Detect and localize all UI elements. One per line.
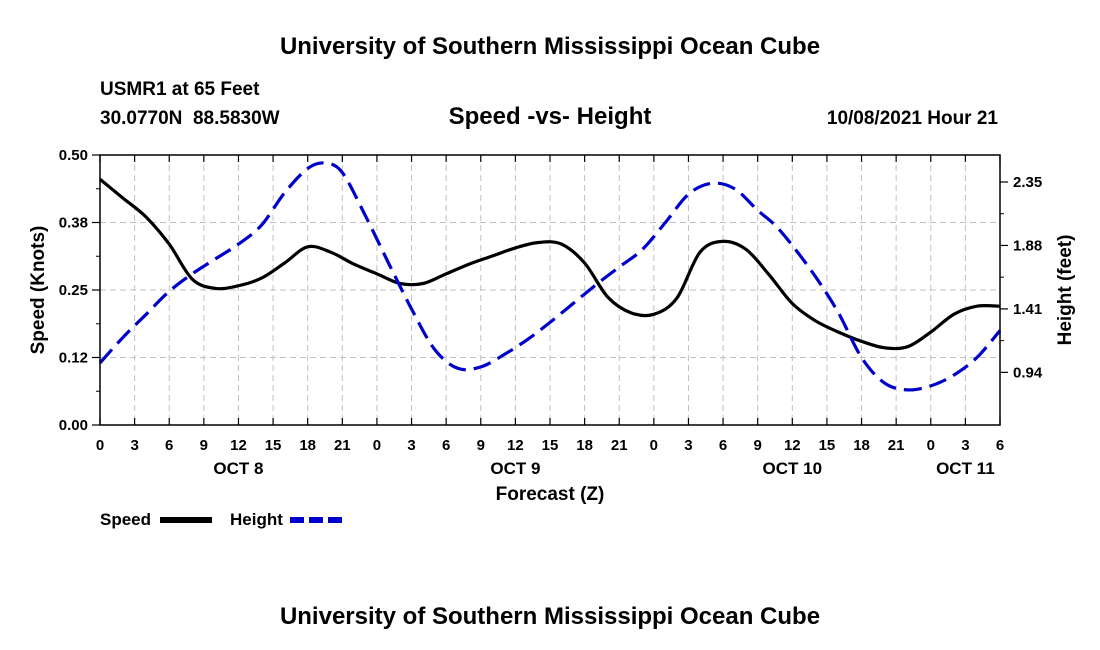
x-tick-label: 3 <box>684 437 692 454</box>
y-right-tick-label: 0.94 <box>1013 364 1043 381</box>
date-label: OCT 10 <box>763 459 823 478</box>
y-left-tick-label: 0.25 <box>59 282 88 299</box>
x-tick-label: 21 <box>888 437 905 454</box>
date-label: OCT 8 <box>213 459 263 478</box>
y-left-tick-labels: 0.00 0.12 0.25 0.38 0.50 <box>59 147 88 434</box>
y-left-tick-label: 0.00 <box>59 417 88 434</box>
series-layer <box>98 161 1002 392</box>
x-tick-label: 18 <box>299 437 316 454</box>
x-tick-label: 3 <box>130 437 138 454</box>
y-right-tick-labels: 0.94 1.41 1.88 2.35 <box>1013 174 1043 381</box>
page-title: University of Southern Mississippi Ocean… <box>280 33 820 60</box>
x-tick-label: 9 <box>477 437 485 454</box>
legend-height-label: Height <box>230 510 283 529</box>
x-tick-labels: 0 3 6 9 12 15 18 21 0 3 6 9 12 15 18 21 0 3 6 9 12 15 18 21 0 3 6 <box>96 437 1004 454</box>
y-left-tick-label: 0.12 <box>59 350 88 367</box>
x-tick-label: 18 <box>853 437 870 454</box>
chart-subtitle: Speed -vs- Height <box>449 103 652 130</box>
speed-series-line <box>98 178 1001 351</box>
x-tick-label: 15 <box>819 437 836 454</box>
date-label: OCT 11 <box>936 459 995 478</box>
station-label: USMR1 at 65 Feet <box>100 79 260 100</box>
x-tick-label: 0 <box>927 437 935 454</box>
y-left-tick-label: 0.50 <box>59 147 88 164</box>
grid-lines <box>100 155 1000 425</box>
x-tick-label: 3 <box>407 437 415 454</box>
x-tick-label: 12 <box>784 437 801 454</box>
date-labels: OCT 8 OCT 9 OCT 10 OCT 11 <box>213 459 994 478</box>
y-right-tick-label: 1.41 <box>1013 301 1042 318</box>
x-tick-label: 9 <box>754 437 762 454</box>
y-right-axis-title: Height (feet) <box>1055 235 1076 346</box>
x-tick-label: 9 <box>200 437 208 454</box>
axis-ticks <box>92 154 1008 426</box>
y-right-tick-label: 1.88 <box>1013 237 1042 254</box>
x-axis-title: Forecast (Z) <box>496 484 605 505</box>
x-tick-label: 12 <box>230 437 247 454</box>
x-tick-label: 6 <box>719 437 727 454</box>
x-tick-label: 0 <box>96 437 104 454</box>
x-tick-label: 15 <box>265 437 282 454</box>
x-tick-label: 0 <box>650 437 658 454</box>
legend-speed-label: Speed <box>100 510 151 529</box>
x-tick-label: 6 <box>996 437 1004 454</box>
x-tick-label: 0 <box>373 437 381 454</box>
x-tick-label: 15 <box>542 437 559 454</box>
x-tick-label: 18 <box>576 437 593 454</box>
location-label: 30.0770N 88.5830W <box>100 108 280 129</box>
x-tick-label: 6 <box>165 437 173 454</box>
y-right-tick-label: 2.35 <box>1013 174 1042 191</box>
y-left-axis-title: Speed (Knots) <box>28 226 49 355</box>
datetime-label: 10/08/2021 Hour 21 <box>827 108 999 129</box>
x-tick-label: 21 <box>611 437 628 454</box>
y-left-tick-label: 0.38 <box>59 215 88 232</box>
date-label: OCT 9 <box>490 459 540 478</box>
x-tick-label: 6 <box>442 437 450 454</box>
height-series-line <box>98 161 1002 392</box>
x-tick-label: 21 <box>334 437 351 454</box>
x-tick-label: 3 <box>961 437 969 454</box>
footer-title: University of Southern Mississippi Ocean… <box>280 603 820 630</box>
x-tick-label: 12 <box>507 437 524 454</box>
